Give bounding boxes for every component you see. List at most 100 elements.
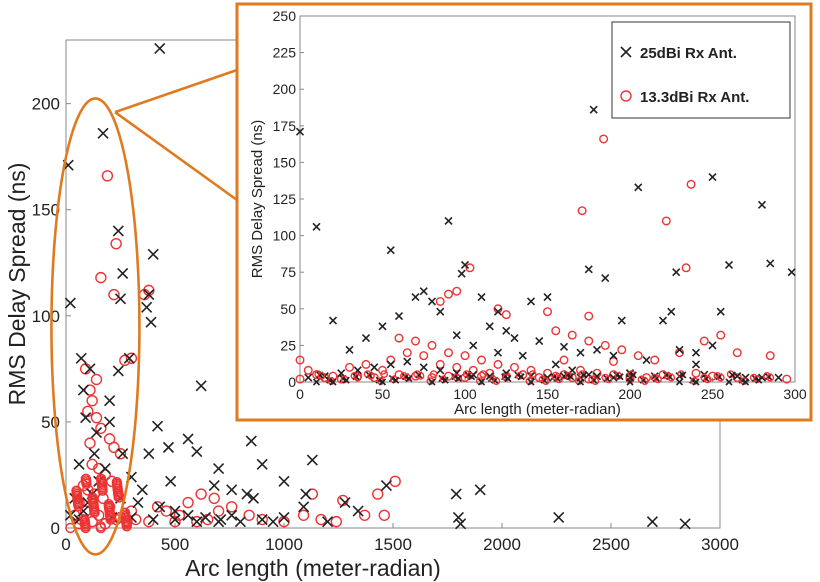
inset-x-tick-label: 0 — [296, 386, 304, 402]
inset-y-tick-label: 225 — [273, 45, 297, 61]
inset-point-13dbi — [782, 374, 792, 384]
inset-point-13dbi — [650, 355, 660, 365]
main-cluster-point — [111, 476, 122, 488]
inset-band-point — [405, 374, 413, 383]
inset-band-point — [703, 375, 712, 384]
legend: 25dBi Rx Ant. 13.3dBi Rx Ant. — [611, 21, 791, 119]
inset-band-point — [766, 373, 775, 382]
inset-point-25dbi — [477, 293, 486, 302]
main-y-tick-label: 150 — [32, 201, 60, 220]
inset-point-25dbi — [378, 322, 387, 331]
inset-band-point — [576, 378, 585, 386]
inset-point-13dbi — [435, 359, 445, 369]
main-point-25dbi — [322, 516, 334, 528]
inset-point-25dbi — [518, 351, 527, 360]
main-point-13dbi — [173, 509, 186, 521]
main-point-13dbi — [92, 462, 105, 475]
main-x-tick-label: 2500 — [592, 535, 630, 554]
inset-band-point — [604, 375, 613, 384]
main-point-25dbi — [136, 484, 148, 496]
inset-point-25dbi — [609, 351, 618, 360]
inset-point-25dbi — [502, 326, 511, 335]
inset-y-tick-label: 0 — [288, 374, 296, 390]
inset-point-25dbi — [328, 316, 338, 325]
inset-point-25dbi — [510, 334, 519, 343]
main-point-25dbi — [646, 516, 658, 528]
inset-point-25dbi — [667, 307, 676, 316]
main-point-25dbi — [112, 365, 124, 377]
inset-point-25dbi — [634, 183, 643, 192]
inset-point-13dbi — [732, 373, 742, 383]
inset-band-point — [317, 371, 326, 380]
main-point-25dbi — [455, 518, 467, 530]
main-point-13dbi — [110, 237, 122, 250]
inset-point-13dbi — [427, 340, 437, 350]
main-point-13dbi — [114, 448, 127, 460]
main-point-25dbi — [208, 479, 220, 492]
inset-point-13dbi — [435, 296, 445, 306]
main-point-25dbi — [679, 518, 691, 530]
inset-point-13dbi — [510, 362, 520, 372]
inset-y-tick-label: 75 — [280, 264, 296, 280]
inset-point-13dbi — [691, 368, 701, 378]
inset-point-25dbi — [295, 127, 305, 136]
callout-line-bottom — [114, 111, 238, 202]
inset-point-13dbi — [732, 348, 742, 358]
inset-band-point — [528, 370, 537, 378]
inset-x-tick-label: 300 — [783, 386, 807, 402]
inset-band-point — [555, 375, 563, 384]
main-point-25dbi — [267, 516, 279, 528]
inset-point-13dbi — [460, 373, 470, 383]
inset-point-25dbi — [617, 316, 626, 325]
main-cluster-point — [95, 473, 107, 484]
inset-y-tick-label: 25 — [280, 337, 296, 353]
inset-point-25dbi — [774, 373, 783, 382]
main-point-25dbi — [199, 511, 212, 523]
inset-point-13dbi — [609, 357, 619, 367]
main-point-25dbi — [141, 301, 153, 313]
inset-band-point — [492, 377, 501, 386]
main-x-tick-label: 2000 — [483, 535, 521, 554]
inset-point-25dbi — [304, 373, 313, 382]
inset-point-25dbi — [592, 345, 602, 354]
callout-line-top — [114, 68, 238, 114]
main-point-25dbi — [256, 513, 268, 526]
main-point-13dbi — [297, 509, 310, 521]
inset-point-25dbi — [708, 172, 717, 182]
main-point-25dbi — [64, 297, 76, 309]
inset-band-point — [479, 370, 488, 378]
main-point-25dbi — [278, 475, 290, 487]
inset-point-13dbi — [526, 365, 536, 375]
main-point-25dbi — [99, 463, 111, 475]
inset-point-13dbi — [633, 351, 643, 361]
main-point-25dbi — [84, 363, 96, 375]
inset-point-25dbi — [757, 200, 767, 209]
inset-y-tick-label: 50 — [280, 301, 296, 317]
main-point-25dbi — [143, 289, 155, 301]
legend-label-25dbi: 25dBi Rx Ant. — [640, 45, 737, 62]
inset-band-point — [679, 371, 687, 379]
inset-band-point — [725, 378, 733, 386]
inset-band-point — [716, 373, 725, 382]
main-cluster-point — [95, 521, 106, 532]
inset-band-point — [367, 371, 375, 380]
inset-point-13dbi — [465, 263, 475, 273]
inset-point-25dbi — [535, 336, 544, 346]
main-point-25dbi — [380, 479, 393, 492]
inset-band-point — [741, 378, 750, 386]
main-x-tick-label: 3000 — [701, 535, 739, 554]
inset-point-25dbi — [589, 105, 598, 114]
main-point-13dbi — [95, 422, 107, 434]
inset-band-point — [428, 378, 436, 386]
main-point-25dbi — [117, 448, 129, 460]
main-point-25dbi — [278, 511, 290, 523]
inset-point-25dbi — [312, 222, 321, 231]
legend-box — [611, 21, 791, 119]
inset-point-13dbi — [493, 359, 503, 369]
main-x-tick-label: 0 — [61, 535, 70, 554]
inset-band-point — [468, 373, 476, 381]
zoom-ellipse — [50, 97, 141, 556]
inset-point-25dbi — [708, 341, 717, 350]
inset-point-13dbi — [567, 330, 577, 340]
